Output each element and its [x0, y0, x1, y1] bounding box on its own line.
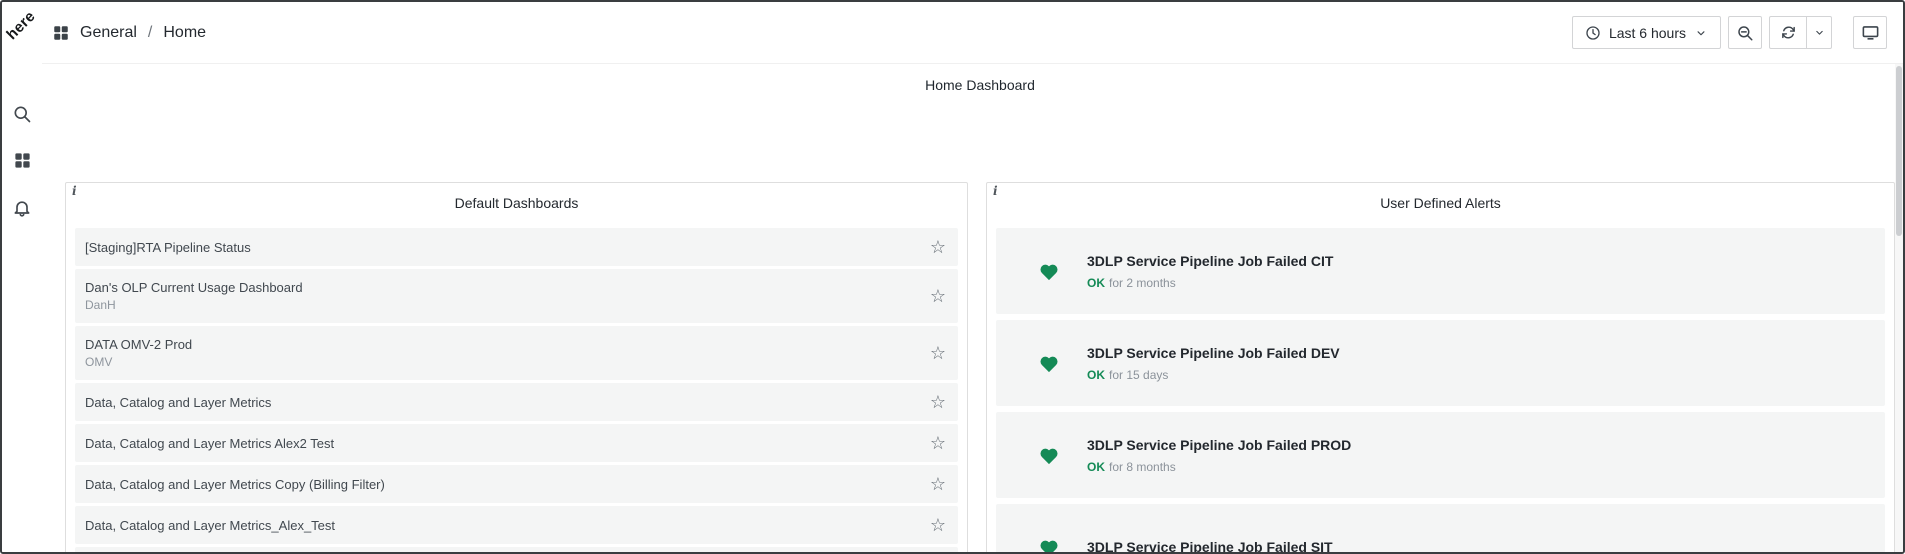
- alert-item-text: 3DLP Service Pipeline Job Failed DEV OK f…: [1087, 345, 1340, 382]
- dashboard-item-title: Data, Catalog and Layer Metrics Copy (Bi…: [85, 476, 385, 492]
- dashboard-item-text: Dan's OLP Current Usage Dashboard DanH: [85, 279, 930, 313]
- breadcrumb-section[interactable]: General: [80, 23, 137, 41]
- alert-state: OK: [1087, 459, 1105, 474]
- star-icon[interactable]: ☆: [929, 286, 946, 306]
- alert-duration: for 15 days: [1109, 367, 1169, 382]
- panel-user-defined-alerts: i User Defined Alerts 3DLP Service Pipel…: [986, 182, 1895, 554]
- list-item-dashboard[interactable]: Data, Catalog and Layer Metrics Copy (Bi…: [75, 465, 958, 503]
- dashboard-item-folder: DanH: [85, 298, 116, 312]
- star-icon[interactable]: ☆: [929, 343, 946, 363]
- panel-title-default-dashboards[interactable]: Default Dashboards: [454, 195, 579, 211]
- heart-icon: [1038, 445, 1060, 465]
- alert-status-line: OK for 8 months: [1087, 460, 1351, 474]
- list-item-dashboard[interactable]: Data, Catalog and Layer Metrics Alex2 Te…: [75, 424, 958, 462]
- zoom-out-button[interactable]: [1728, 16, 1762, 49]
- time-range-picker-button[interactable]: Last 6 hours: [1571, 16, 1721, 49]
- alert-list-item[interactable]: 3DLP Service Pipeline Job Failed CIT OK f…: [996, 228, 1885, 314]
- dashboard-item-title: Data, Catalog and Layer Metrics Alex2 Te…: [85, 435, 335, 451]
- top-nav-bar: General / Home Last 6 hours: [42, 2, 1903, 64]
- dashboard-item-title: Data, Catalog and Layer Metrics_Alex_Tes…: [85, 517, 336, 533]
- chevron-down-icon: [1813, 26, 1826, 39]
- alert-name: 3DLP Service Pipeline Job Failed PROD: [1087, 436, 1352, 453]
- alert-item-text: 3DLP Service Pipeline Job Failed CIT OK f…: [1087, 253, 1333, 290]
- refresh-icon: [1780, 24, 1797, 41]
- tv-kiosk-icon: [1861, 23, 1880, 42]
- alert-status-line: OK for 15 days: [1087, 368, 1340, 382]
- star-icon[interactable]: ☆: [929, 433, 946, 453]
- dashboard-item-text: Data, Catalog and Layer Metrics: [85, 394, 930, 411]
- alert-list-item[interactable]: 3DLP Service Pipeline Job Failed PROD OK…: [996, 412, 1885, 498]
- dashboard-item-text: DATA OMV-2 Prod OMV: [85, 336, 930, 370]
- sidebar: here: [2, 2, 42, 552]
- alert-duration: for 2 months: [1109, 275, 1176, 290]
- alert-item-text: 3DLP Service Pipeline Job Failed PROD OK…: [1087, 437, 1351, 474]
- list-item-dashboard[interactable]: DATA OMV-2 Prod OMV ☆: [75, 326, 958, 380]
- alert-status-line: OK for 2 months: [1087, 276, 1333, 290]
- search-icon[interactable]: [10, 102, 34, 126]
- breadcrumb-separator: /: [147, 23, 153, 41]
- dashboard-item-title: Dan's OLP Current Usage Dashboard: [85, 280, 303, 295]
- alert-list-item[interactable]: 3DLP Service Pipeline Job Failed SIT: [996, 504, 1885, 554]
- list-item-dashboard[interactable]: [Staging]RTA Pipeline Status ☆: [75, 228, 958, 266]
- vertical-scrollbar: [1895, 64, 1903, 552]
- refresh-button[interactable]: [1770, 17, 1806, 48]
- breadcrumb-current[interactable]: Home: [163, 23, 207, 41]
- topbar-controls: Last 6 hours: [1571, 16, 1887, 49]
- dashboard-list: [Staging]RTA Pipeline Status ☆ Dan's OLP…: [75, 228, 958, 552]
- list-item-dashboard[interactable]: Dan's OLP Current Usage Dashboard DanH ☆: [75, 269, 958, 323]
- dashboard-item-text: [Staging]RTA Pipeline Status: [85, 239, 930, 256]
- clock-icon: [1585, 25, 1601, 41]
- dashboard-item-text: Data, Catalog and Layer Metrics Copy (Bi…: [85, 476, 930, 493]
- refresh-interval-dropdown[interactable]: [1806, 17, 1831, 48]
- kiosk-mode-button[interactable]: [1853, 16, 1887, 49]
- bell-icon[interactable]: [10, 196, 34, 220]
- chevron-down-icon: [1694, 26, 1708, 40]
- dashboard-item-title: DATA OMV-2 Prod: [85, 337, 193, 352]
- star-icon[interactable]: ☆: [929, 474, 946, 494]
- alert-list: 3DLP Service Pipeline Job Failed CIT OK f…: [996, 228, 1885, 554]
- alert-state: OK: [1087, 367, 1105, 382]
- breadcrumb: General / Home: [52, 24, 206, 42]
- refresh-button-group: [1769, 16, 1832, 49]
- dashboard-item-folder: OMV: [85, 355, 113, 369]
- dashboard-title: Home Dashboard: [925, 77, 1035, 93]
- dashboard-item-text: Data, Catalog and Layer Metrics Alex2 Te…: [85, 435, 930, 452]
- dashboard-item-title: [Staging]RTA Pipeline Status: [85, 239, 251, 255]
- alert-list-item[interactable]: 3DLP Service Pipeline Job Failed DEV OK f…: [996, 320, 1885, 406]
- heart-icon: [1038, 353, 1060, 373]
- list-item-dashboard[interactable]: Data, Catalog and Layer Metrics_Alex_Tes…: [75, 506, 958, 544]
- star-icon[interactable]: ☆: [929, 392, 946, 412]
- dashboards-grid-icon[interactable]: [10, 148, 34, 172]
- panel-info-icon[interactable]: i: [72, 184, 77, 198]
- star-icon[interactable]: ☆: [929, 237, 946, 257]
- list-item-dashboard[interactable]: Data, Catalog and Layer Metrics ☆: [75, 383, 958, 421]
- panel-default-dashboards: i Default Dashboards [Staging]RTA Pipeli…: [65, 182, 968, 552]
- here-logo: here: [3, 7, 39, 44]
- panel-info-icon[interactable]: i: [993, 184, 998, 198]
- star-icon[interactable]: ☆: [929, 515, 946, 535]
- heart-icon: [1038, 537, 1060, 552]
- alert-name: 3DLP Service Pipeline Job Failed CIT: [1087, 252, 1334, 269]
- apps-grid-icon: [52, 24, 70, 42]
- heart-icon: [1038, 261, 1060, 281]
- alert-name: 3DLP Service Pipeline Job Failed DEV: [1087, 344, 1340, 361]
- dashboard-item-title: Data, Catalog and Layer Metrics: [85, 394, 272, 410]
- time-range-label: Last 6 hours: [1608, 24, 1686, 41]
- panel-title-user-defined-alerts[interactable]: User Defined Alerts: [1380, 195, 1501, 211]
- alert-duration: for 8 months: [1109, 459, 1176, 474]
- dashboard-item-text: Data, Catalog and Layer Metrics_Alex_Tes…: [85, 517, 930, 534]
- alert-state: OK: [1087, 275, 1105, 290]
- scrollbar-thumb[interactable]: [1896, 66, 1902, 236]
- list-item-dashboard[interactable]: EFS Flink Metrics ☆: [75, 547, 958, 552]
- alert-name: 3DLP Service Pipeline Job Failed SIT: [1087, 538, 1333, 554]
- alert-item-text: 3DLP Service Pipeline Job Failed SIT: [1087, 538, 1333, 554]
- zoom-out-icon: [1736, 24, 1754, 42]
